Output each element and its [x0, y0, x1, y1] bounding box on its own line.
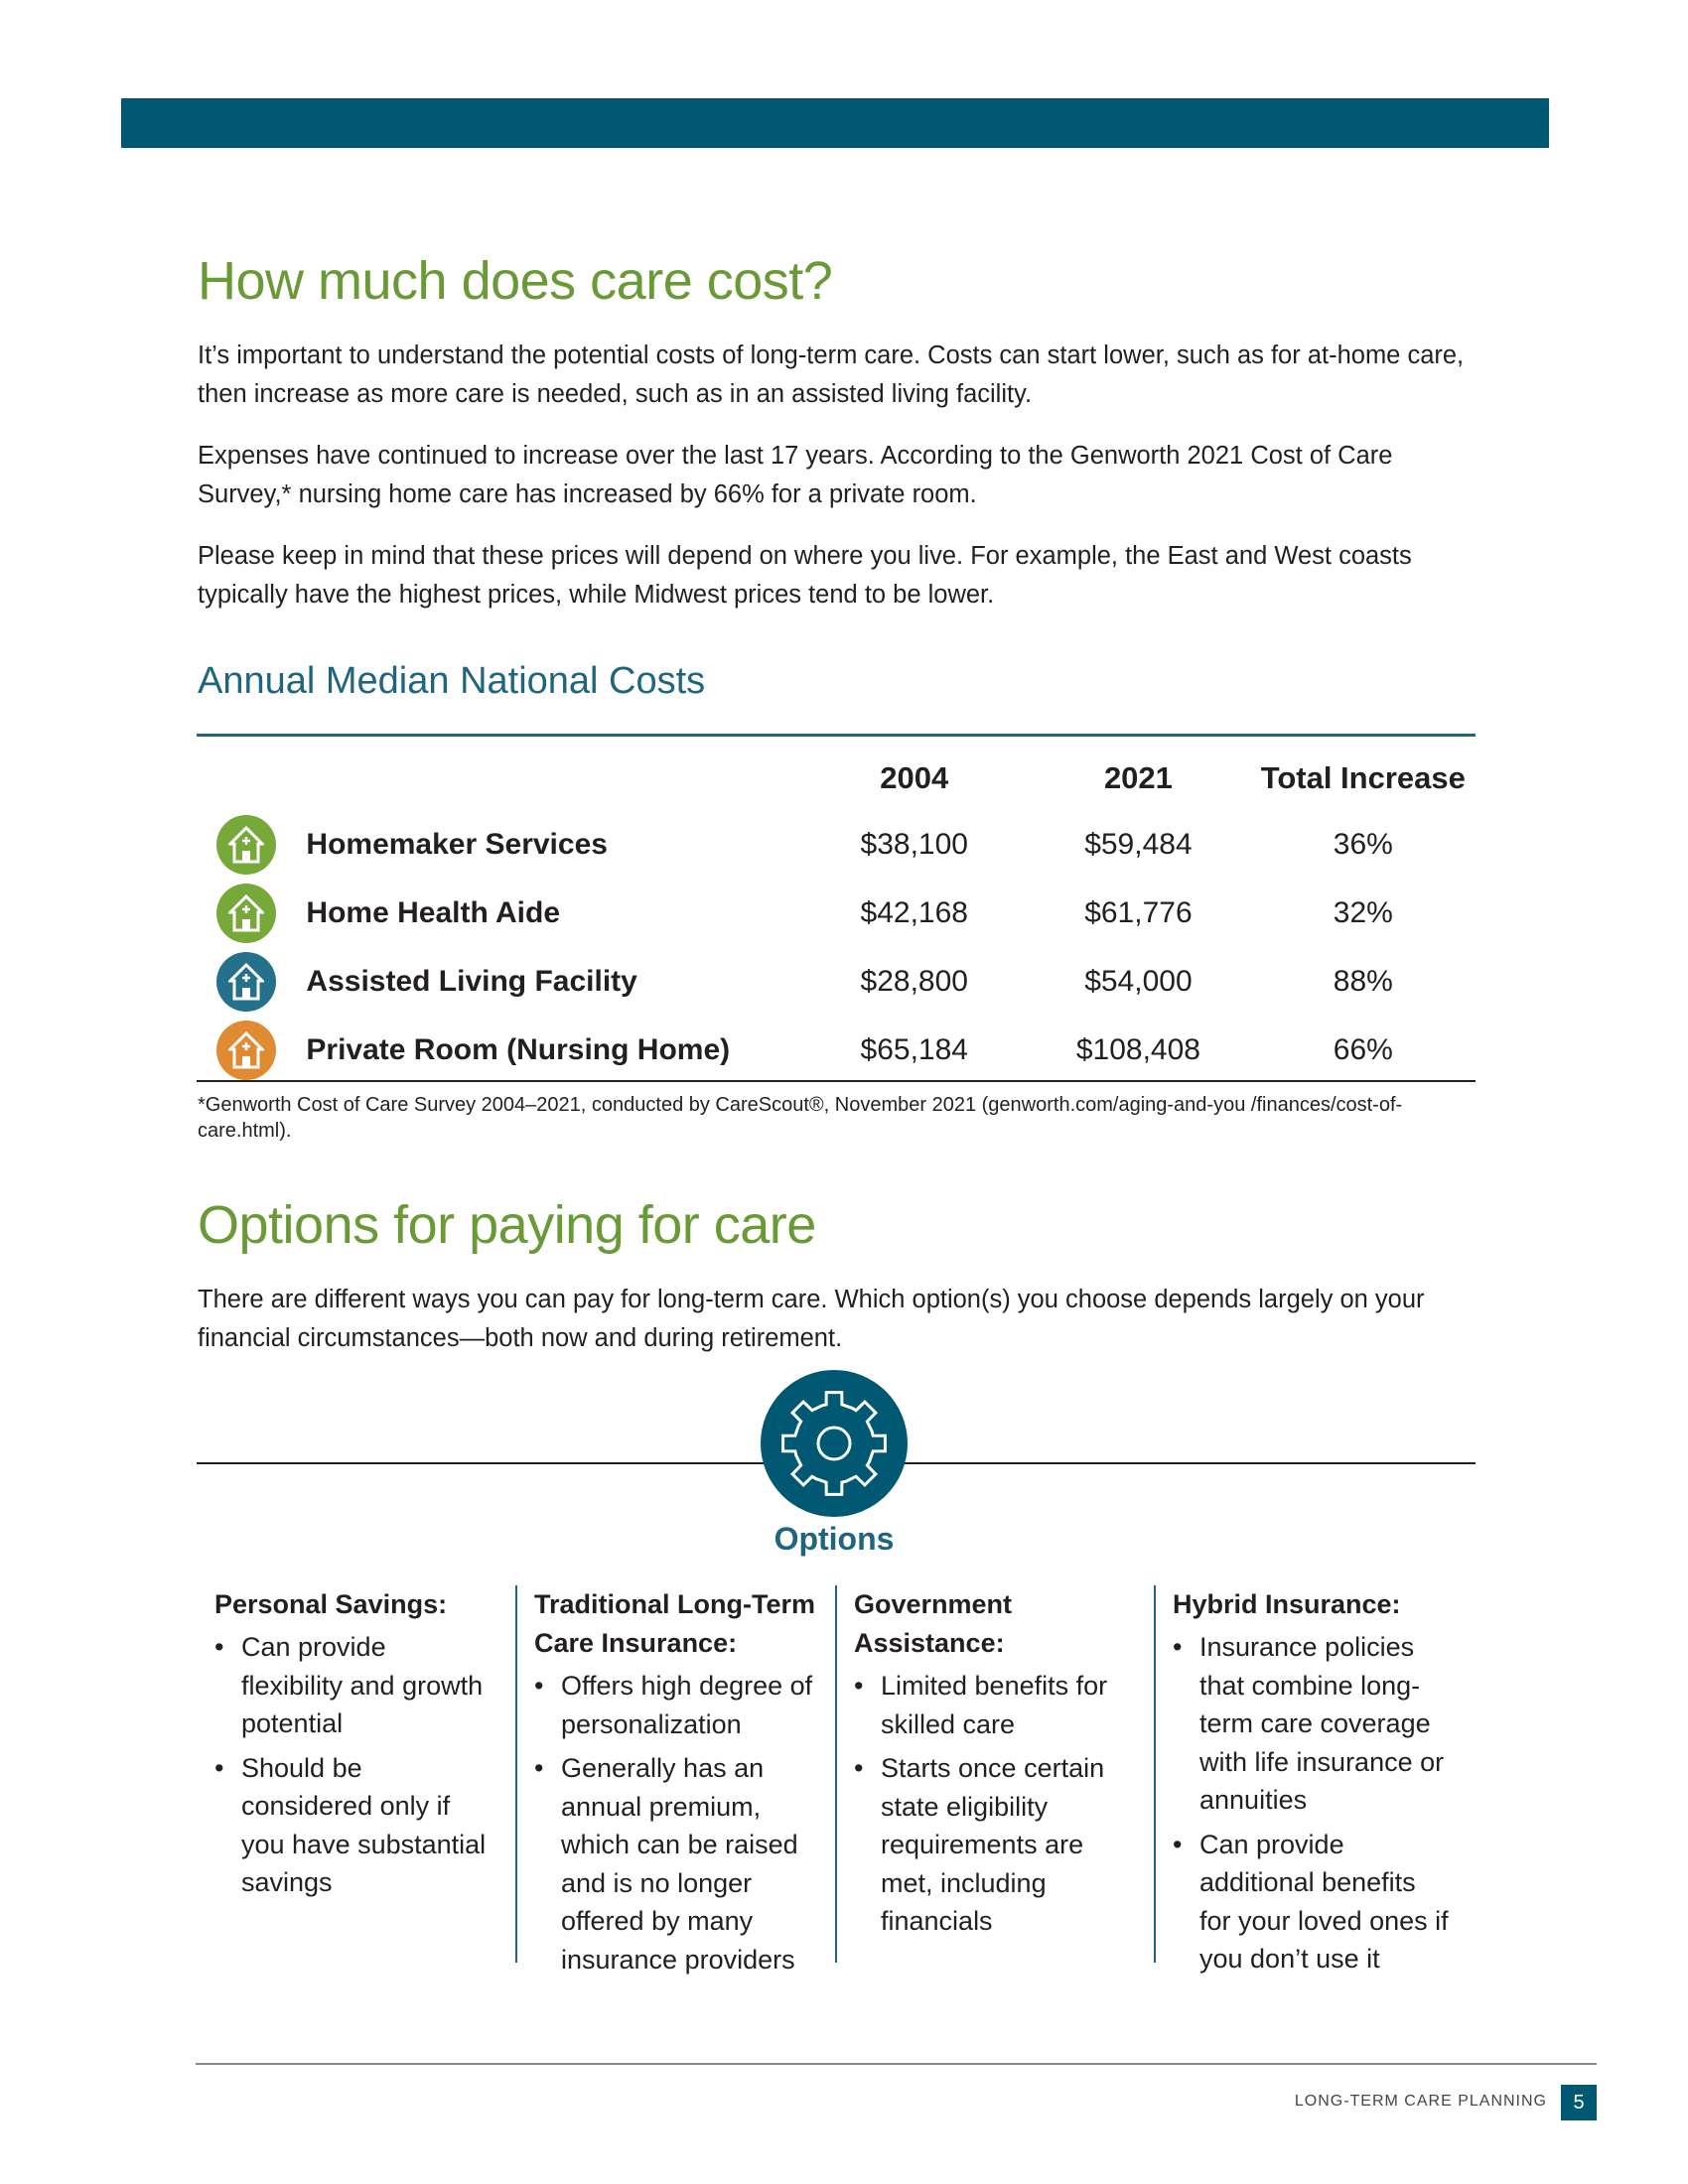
option-column: Personal Savings: Can provide flexibility…	[197, 1585, 494, 1908]
column-divider	[1154, 1585, 1156, 1963]
total-increase: 36%	[1333, 827, 1393, 861]
row-label: Home Health Aide	[306, 895, 561, 929]
house-icon	[216, 814, 276, 875]
row-label: Private Room (Nursing Home)	[306, 1032, 731, 1066]
column-divider	[515, 1585, 517, 1963]
total-increase: 88%	[1333, 964, 1393, 998]
gear-icon	[761, 1370, 908, 1517]
nursing-home-icon	[216, 1020, 276, 1080]
option-list: Offers high degree of personalizationGen…	[516, 1667, 834, 1979]
paragraph: Expenses have continued to increase over…	[198, 442, 1393, 508]
table-title: Annual Median National Costs	[198, 660, 706, 702]
col-2004: 2004	[880, 760, 949, 795]
paragraph: There are different ways you can pay for…	[198, 1286, 1425, 1352]
list-item: Starts once certain state eligibility re…	[836, 1749, 1134, 1941]
option-title: Hybrid Insurance:	[1173, 1589, 1401, 1619]
cost-2021: $54,000	[1084, 964, 1193, 998]
total-increase: 66%	[1333, 1032, 1393, 1066]
option-list: Can provide flexibility and growth poten…	[197, 1628, 494, 1902]
divider	[197, 734, 1476, 737]
col-2021: 2021	[1103, 760, 1173, 795]
option-list: Insurance policies that combine long-ter…	[1155, 1628, 1453, 1979]
total-increase: 32%	[1333, 895, 1393, 929]
assisted-living-icon	[216, 951, 276, 1012]
cost-2004: $38,100	[860, 827, 968, 861]
cost-2004: $65,184	[860, 1032, 968, 1066]
cost-2021: $108,408	[1075, 1032, 1200, 1066]
costs-table: 2004 2021 Total Increase Homemaker Servi…	[197, 747, 1476, 1084]
col-increase: Total Increase	[1260, 760, 1466, 795]
option-title: Personal Savings:	[214, 1589, 448, 1619]
footnote: *Genworth Cost of Care Survey 2004–2021,…	[198, 1094, 1403, 1142]
table-row: Assisted Living Facility $28,800 $54,000…	[197, 947, 1476, 1016]
header-bar	[121, 98, 1549, 148]
list-item: Insurance policies that combine long-ter…	[1155, 1628, 1453, 1820]
cost-2004: $42,168	[860, 895, 968, 929]
table-row: Homemaker Services $38,100 $59,484 36%	[197, 810, 1476, 879]
divider	[197, 1080, 1476, 1082]
option-title: Government Assistance:	[854, 1589, 1013, 1658]
column-divider	[835, 1585, 837, 1963]
row-label: Homemaker Services	[306, 827, 608, 861]
option-title: Traditional Long-Term Care Insurance:	[534, 1589, 815, 1658]
options-label: Options	[774, 1521, 895, 1557]
footer-rule	[196, 2063, 1597, 2065]
section-title-cost: How much does care cost?	[198, 251, 833, 311]
cost-2021: $59,484	[1084, 827, 1193, 861]
cost-2004: $28,800	[860, 964, 968, 998]
table-row: Private Room (Nursing Home) $65,184 $108…	[197, 1016, 1476, 1084]
table-header-row: 2004 2021 Total Increase	[197, 747, 1476, 810]
list-item: Can provide additional benefits for your…	[1155, 1826, 1453, 1979]
cost-2021: $61,776	[1084, 895, 1193, 929]
paragraph: Please keep in mind that these prices wi…	[198, 542, 1412, 609]
list-item: Should be considered only if you have su…	[197, 1749, 494, 1902]
section-title-options: Options for paying for care	[198, 1195, 816, 1255]
option-list: Limited benefits for skilled careStarts …	[836, 1667, 1134, 1941]
page-number: 5	[1561, 2085, 1597, 2120]
option-column: Government Assistance: Limited benefits f…	[836, 1585, 1134, 1947]
paragraph: It’s important to understand the potenti…	[198, 341, 1465, 408]
list-item: Can provide flexibility and growth poten…	[197, 1628, 494, 1743]
list-item: Offers high degree of personalization	[516, 1667, 834, 1743]
footer-label: LONG-TERM CARE PLANNING	[1294, 2093, 1547, 2110]
option-column: Hybrid Insurance: Insurance policies that…	[1155, 1585, 1453, 1984]
list-item: Limited benefits for skilled care	[836, 1667, 1134, 1743]
list-item: Generally has an annual premium, which c…	[516, 1749, 834, 1979]
house-icon	[216, 883, 276, 943]
option-column: Traditional Long-Term Care Insurance: Off…	[516, 1585, 834, 1984]
row-label: Assisted Living Facility	[306, 964, 637, 998]
table-row: Home Health Aide $42,168 $61,776 32%	[197, 879, 1476, 947]
